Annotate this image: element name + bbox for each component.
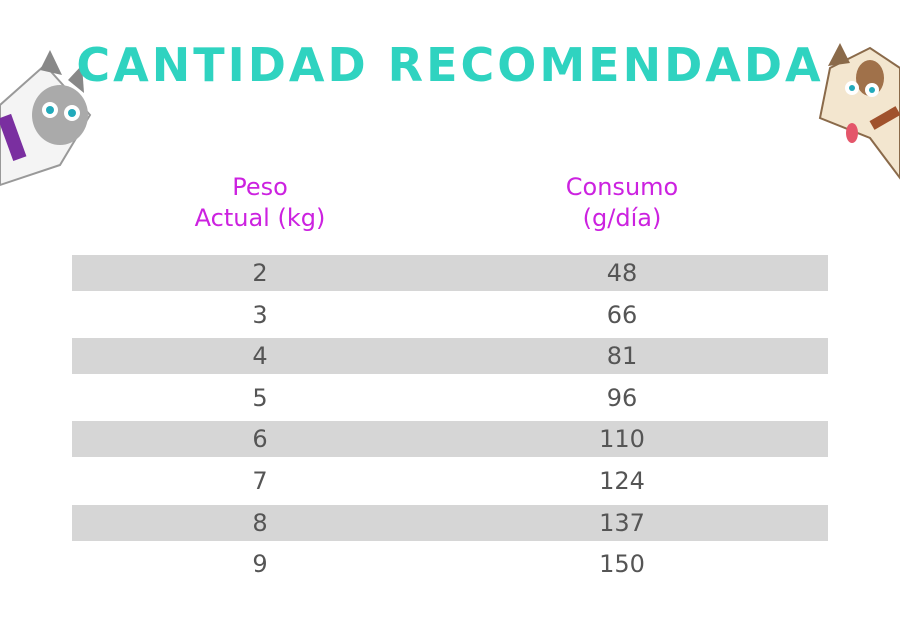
table-cell: 3 xyxy=(252,300,268,329)
table-row: 8 137 xyxy=(72,504,828,541)
cat-illustration xyxy=(0,50,92,187)
title: CANTIDAD RECOMENDADA xyxy=(76,38,824,92)
table-row: 5 96 xyxy=(72,380,828,416)
table-cell: 5 xyxy=(252,383,268,412)
table-cell: 2 xyxy=(252,259,268,287)
table-row: 6 110 xyxy=(72,421,828,458)
table-cell: 6 xyxy=(252,425,268,454)
table-cell: 4 xyxy=(252,342,268,371)
table-cell: 124 xyxy=(599,467,645,495)
header-line: Consumo xyxy=(565,173,679,201)
table-cell: 48 xyxy=(606,259,638,287)
table-cell: 137 xyxy=(599,508,645,537)
header-line: Actual (kg) xyxy=(194,204,326,232)
header-line: (g/día) xyxy=(582,204,662,232)
table-row: 2 48 xyxy=(72,255,828,291)
table-cell: 81 xyxy=(606,342,638,371)
table-row: 7 124 xyxy=(72,463,828,499)
header-line: Peso xyxy=(232,173,288,201)
table-cell: 150 xyxy=(599,550,645,579)
table-cell: 66 xyxy=(606,300,638,329)
table-row: 4 81 xyxy=(72,338,828,375)
column-header: Peso Actual (kg) xyxy=(130,172,390,234)
table-cell: 96 xyxy=(606,383,638,412)
table-cell: 8 xyxy=(252,508,268,537)
table-row: 9 150 xyxy=(72,546,828,582)
table-cell: 7 xyxy=(252,467,268,495)
table-row: 3 66 xyxy=(72,297,828,333)
column-header: Consumo (g/día) xyxy=(492,172,752,234)
table-cell: 110 xyxy=(599,425,645,454)
table-cell: 9 xyxy=(252,550,268,579)
dog-illustration xyxy=(818,43,900,180)
